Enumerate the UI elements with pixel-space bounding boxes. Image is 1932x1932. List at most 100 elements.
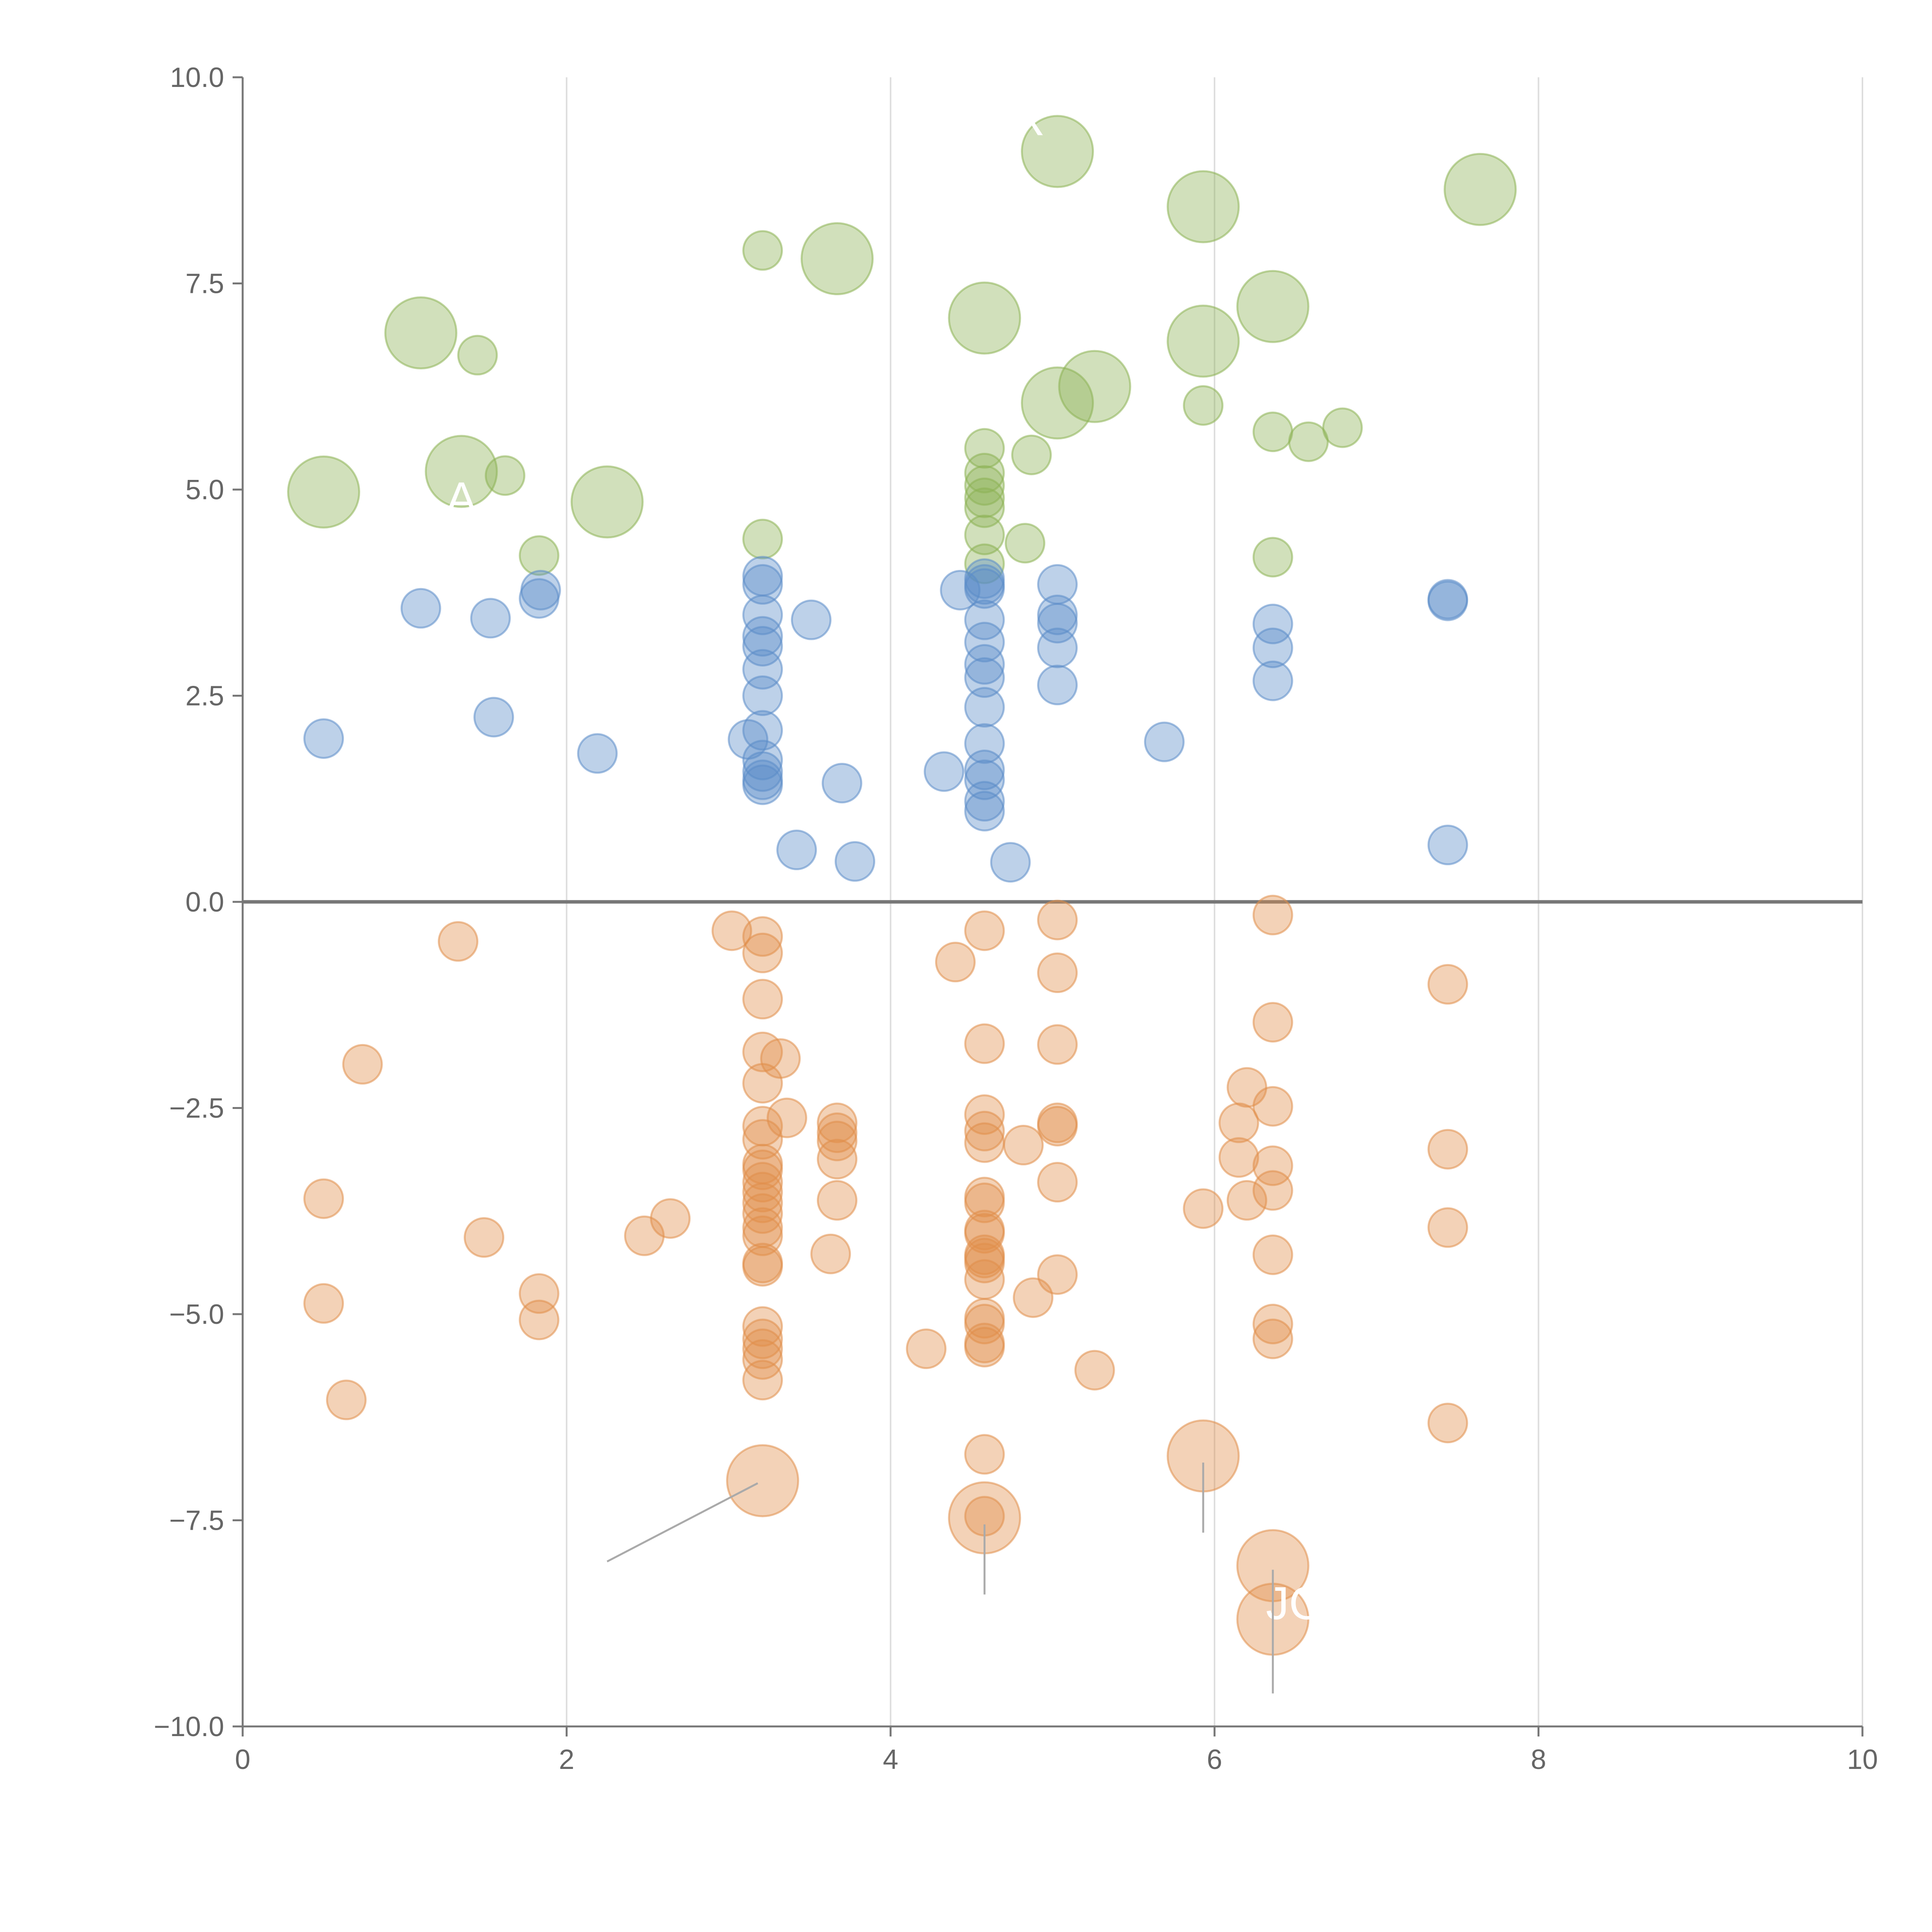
data-point	[742, 1193, 783, 1234]
data-point	[1252, 604, 1293, 645]
data-point	[303, 1178, 344, 1219]
data-point	[1252, 895, 1293, 935]
data-point	[1037, 1162, 1078, 1203]
data-point	[1252, 1170, 1293, 1211]
data-point	[935, 942, 976, 983]
data-point	[1252, 537, 1293, 578]
data-point	[1003, 1125, 1044, 1166]
data-point	[519, 1299, 560, 1340]
data-point	[742, 1150, 783, 1190]
data-point	[303, 1283, 344, 1324]
data-point	[964, 514, 1005, 555]
data-point	[1167, 170, 1240, 243]
data-point	[1322, 407, 1363, 448]
data-point	[726, 1444, 799, 1517]
data-point	[948, 281, 1021, 355]
data-point	[742, 916, 783, 957]
data-point	[816, 1102, 857, 1143]
x-tick-label: 0	[235, 1744, 250, 1775]
data-point	[342, 1044, 383, 1085]
annotation-label: A	[446, 473, 477, 524]
data-point	[816, 1121, 857, 1162]
data-point	[964, 657, 1005, 698]
data-point	[923, 751, 964, 792]
tick-labels: 0 2 4 6 8 10 −10.0 −7.5 −5.0 −2.5 0.0 2.5 5.0 7.5 10.0	[154, 62, 1878, 1775]
data-point	[485, 455, 526, 496]
data-point	[742, 710, 783, 751]
annotation-label: R	[1012, 93, 1045, 145]
x-tick-label: 2	[559, 1744, 574, 1775]
data-point	[1037, 1254, 1078, 1295]
data-point	[1252, 1318, 1293, 1359]
data-point	[964, 1023, 1005, 1064]
data-point	[1037, 628, 1078, 668]
data-point	[1252, 1234, 1293, 1275]
data-point	[1252, 628, 1293, 668]
data-point	[742, 1339, 783, 1380]
data-point	[473, 697, 514, 738]
data-point	[1144, 721, 1185, 762]
data-point	[742, 594, 783, 635]
data-point	[742, 751, 783, 792]
data-point	[1226, 1180, 1267, 1221]
data-point	[303, 718, 344, 759]
data-point	[964, 1259, 1005, 1300]
data-point	[287, 455, 361, 529]
data-point	[906, 1328, 947, 1369]
data-point	[964, 1111, 1005, 1151]
data-point	[964, 910, 1005, 951]
x-tick-label: 4	[883, 1744, 898, 1775]
y-tick-label: −7.5	[169, 1505, 224, 1536]
data-point	[1252, 1145, 1293, 1186]
data-point	[964, 759, 1005, 800]
data-point	[964, 750, 1005, 791]
annotations: R A JO	[446, 93, 1325, 1694]
data-point	[1252, 412, 1293, 452]
data-point	[1011, 434, 1052, 475]
data-point	[742, 1306, 783, 1347]
data-point	[742, 675, 783, 716]
data-point	[964, 1094, 1005, 1135]
data-point	[711, 910, 752, 951]
data-point	[742, 626, 783, 667]
data-points	[287, 115, 1517, 1656]
data-point	[964, 1327, 1005, 1367]
data-point	[1037, 1024, 1078, 1065]
data-point	[1444, 153, 1517, 226]
data-point	[964, 781, 1005, 822]
data-point	[800, 222, 874, 295]
data-point	[990, 842, 1031, 883]
data-point	[742, 230, 783, 271]
data-point	[570, 465, 644, 539]
data-point	[1236, 270, 1310, 343]
data-point	[964, 1213, 1005, 1254]
data-point	[577, 733, 618, 774]
data-point	[1037, 665, 1078, 706]
data-point	[1021, 366, 1094, 440]
data-point	[821, 763, 862, 804]
data-point	[742, 1172, 783, 1213]
data-point	[1252, 1002, 1293, 1043]
data-point	[964, 1122, 1005, 1163]
data-point	[964, 687, 1005, 728]
data-point	[1021, 115, 1094, 188]
data-point	[742, 932, 783, 973]
data-point	[1288, 421, 1329, 462]
data-point	[776, 830, 817, 871]
data-point	[816, 1180, 857, 1221]
data-point	[1037, 1105, 1078, 1146]
data-point	[742, 1360, 783, 1401]
data-point	[1252, 660, 1293, 701]
data-point	[1427, 1403, 1468, 1444]
data-point	[457, 335, 498, 376]
data-point	[767, 1097, 808, 1138]
data-point	[964, 465, 1005, 506]
x-tick-label: 10	[1847, 1744, 1878, 1775]
data-point	[964, 791, 1005, 832]
data-point	[1037, 900, 1078, 940]
data-point	[1427, 825, 1468, 866]
data-point	[1183, 385, 1224, 426]
data-point	[964, 1434, 1005, 1475]
